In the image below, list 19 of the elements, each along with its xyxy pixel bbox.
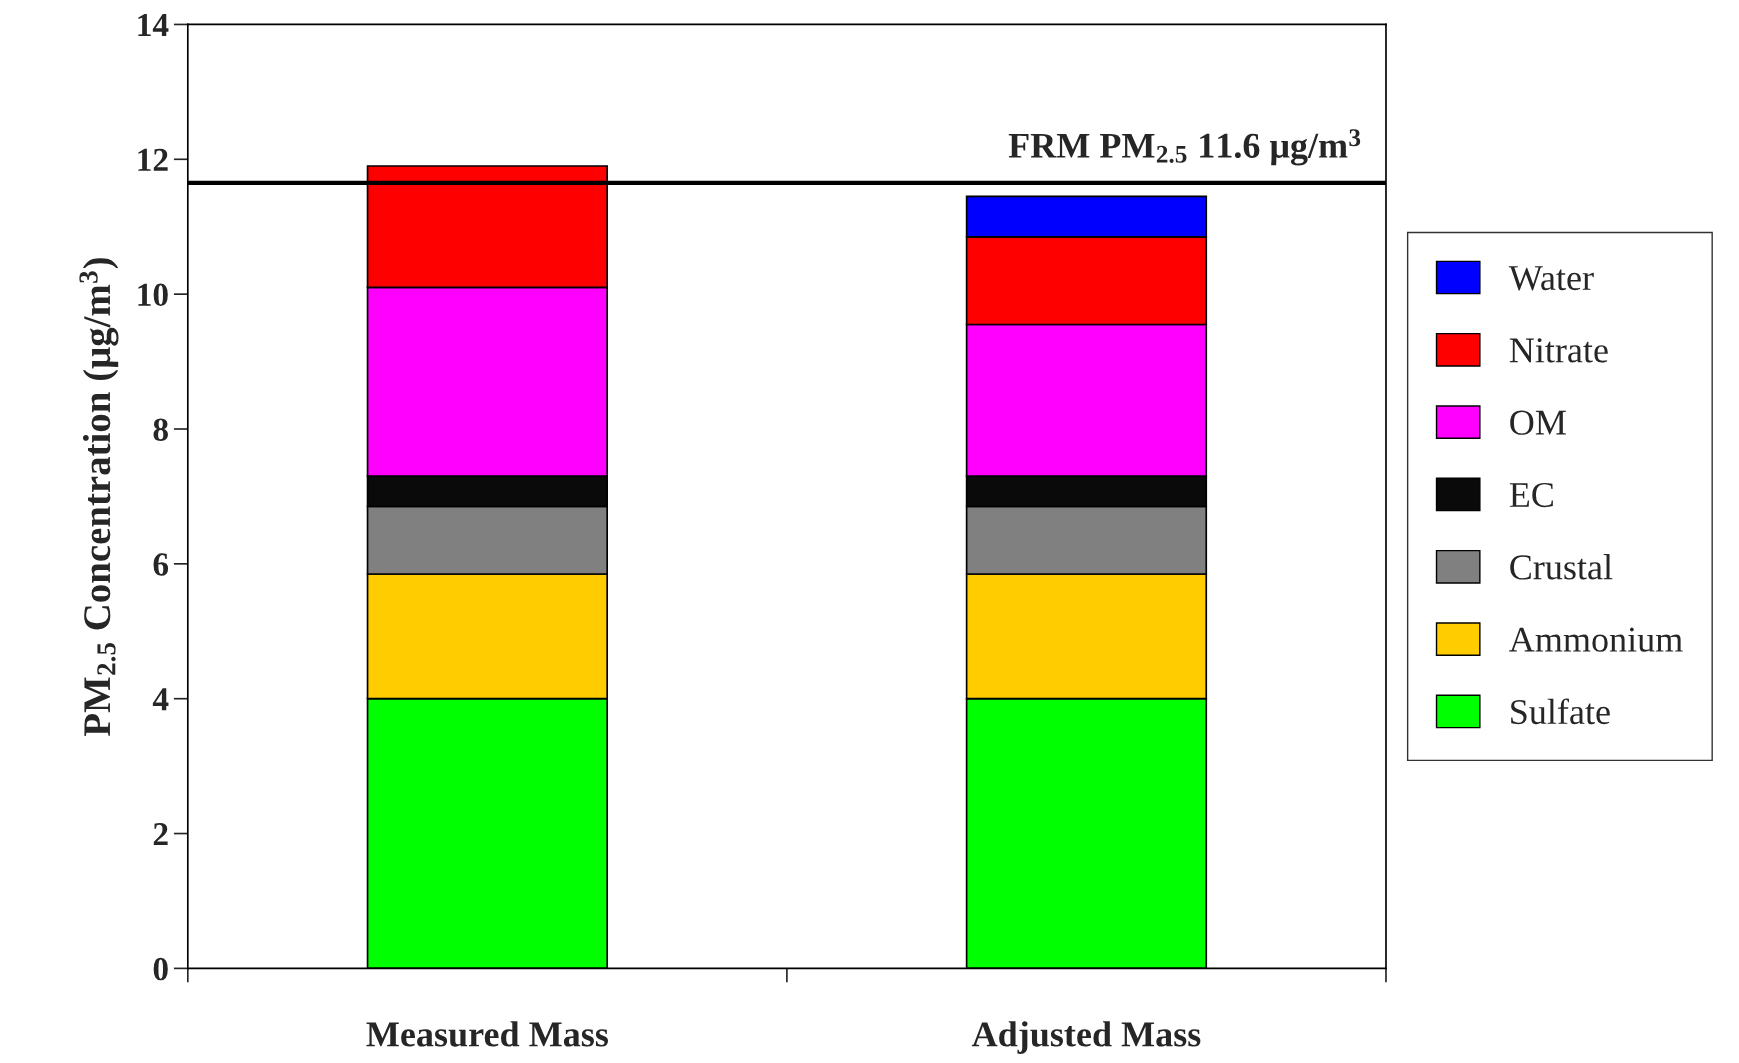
legend-label: Ammonium <box>1509 627 1683 652</box>
y-tick-label: 10 <box>138 283 168 307</box>
x-tick-label: Measured Mass <box>366 1021 609 1047</box>
y-tick-label: 4 <box>152 688 169 711</box>
legend-label: EC <box>1509 482 1553 508</box>
legend-label: Nitrate <box>1509 338 1608 363</box>
x-tick-label: Adjusted Mass <box>971 1021 1201 1054</box>
y-tick-label: 8 <box>153 418 168 441</box>
ref-line-label: FRM PM$_{2.5}$ 11.6 μg/m$^{3}$ <box>1008 129 1361 166</box>
y-tick-label: 14 <box>138 14 169 37</box>
y-tick-label: 0 <box>153 957 168 981</box>
y-tick-label: 2 <box>153 823 168 846</box>
legend-label: Water <box>1508 266 1594 291</box>
y-axis-title: PM$_{2.5}$ Concentration (μg/m$^{3}$) <box>79 258 119 737</box>
legend-label: Sulfate <box>1511 698 1610 725</box>
legend-label: OM <box>1510 410 1566 435</box>
legend-label: Crustal <box>1510 554 1613 580</box>
y-tick-label: 12 <box>138 148 168 171</box>
y-tick-label: 6 <box>153 553 169 576</box>
